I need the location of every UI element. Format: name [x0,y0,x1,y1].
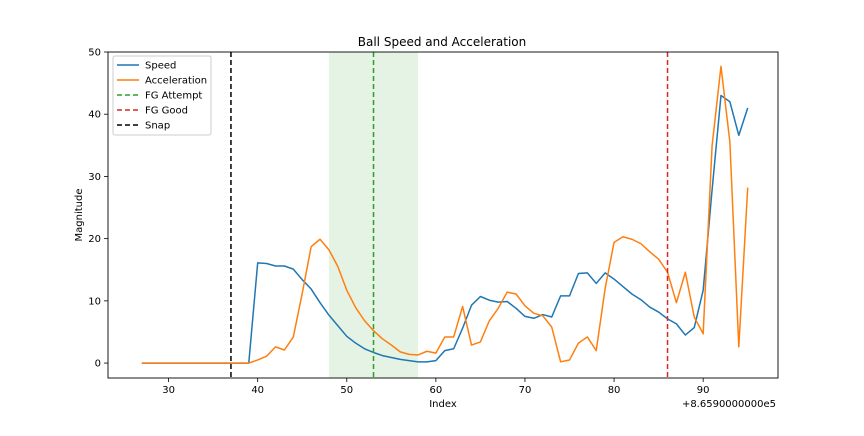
x-tick-label: 90 [697,385,710,396]
legend-label: FG Good [145,106,188,117]
x-tick-label: 50 [340,385,353,396]
plot-area [141,52,749,378]
legend-box [112,55,212,136]
y-tick-label: 0 [95,359,101,370]
x-tick-label: 80 [608,385,621,396]
legend: Speed Acceleration FG Attempt FG Good Snap [112,55,212,136]
y-axis: 0 10 20 30 40 50 [88,48,108,370]
x-axis-offset-label: +8.6590000000e5 [682,399,776,410]
chart-title: Ball Speed and Acceleration [358,35,526,49]
x-tick-label: 70 [519,385,532,396]
y-tick-label: 20 [88,234,101,245]
y-tick-label: 10 [88,296,101,307]
x-tick-label: 30 [162,385,175,396]
legend-label: Acceleration [145,76,207,87]
y-tick-label: 30 [88,172,101,183]
legend-label: FG Attempt [145,91,202,102]
legend-label: Speed [145,61,176,72]
x-tick-label: 60 [430,385,443,396]
x-axis: 30 40 50 60 70 80 90 [162,378,710,396]
y-tick-label: 40 [88,110,101,121]
legend-label: Snap [145,121,170,132]
y-tick-label: 50 [88,48,101,59]
x-axis-label: Index [429,399,457,410]
axes-frame [107,51,779,379]
y-axis-label: Magnitude [74,189,85,242]
series-line-acceleration [141,65,749,364]
x-tick-label: 40 [251,385,264,396]
